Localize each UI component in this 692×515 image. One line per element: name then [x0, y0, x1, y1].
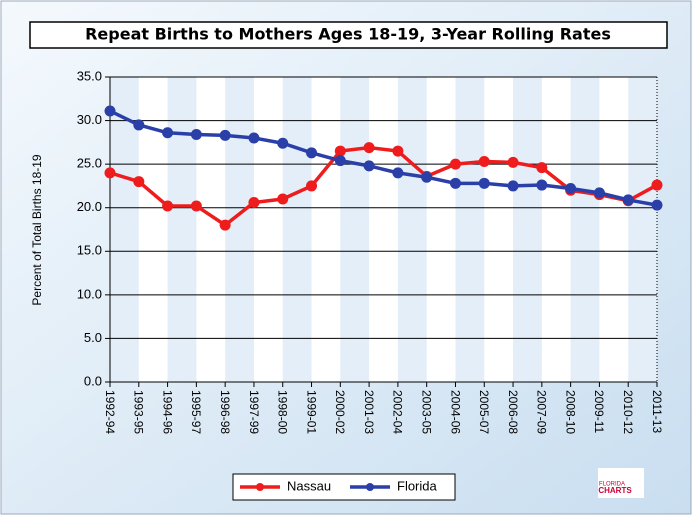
x-tick-label: 1998-00 — [276, 390, 290, 434]
point — [334, 155, 346, 167]
x-tick-label: 1996-98 — [218, 390, 232, 434]
point — [622, 194, 634, 206]
point — [421, 171, 433, 183]
stripe — [225, 77, 254, 382]
chart-title: Repeat Births to Mothers Ages 18-19, 3-Y… — [85, 25, 611, 44]
x-tick-label: 2003-05 — [420, 390, 434, 434]
y-tick-label: 5.0 — [84, 330, 102, 345]
point — [651, 199, 663, 211]
x-tick-label: 2002-04 — [391, 390, 405, 434]
stripe — [110, 77, 139, 382]
point — [104, 167, 116, 179]
x-tick-label: 2009-11 — [592, 390, 606, 433]
stripe — [167, 77, 197, 382]
point — [277, 193, 289, 205]
point — [306, 147, 318, 159]
x-tick-label: 1999-01 — [304, 390, 318, 434]
stripe — [340, 77, 370, 382]
point — [565, 183, 577, 195]
legend-marker — [366, 483, 374, 491]
point — [363, 160, 375, 172]
point — [104, 105, 116, 117]
logo-bg — [598, 468, 644, 498]
legend-marker — [256, 483, 264, 491]
y-tick-label: 10.0 — [77, 286, 102, 301]
stripe — [455, 77, 485, 382]
point — [248, 132, 260, 144]
x-tick-label: 2008-10 — [563, 390, 577, 434]
y-tick-label: 0.0 — [84, 373, 102, 388]
point — [449, 177, 461, 189]
y-tick-label: 30.0 — [77, 112, 102, 127]
y-tick-label: 25.0 — [77, 156, 102, 171]
point — [651, 179, 663, 191]
point — [507, 156, 519, 168]
x-tick-label: 2000-02 — [333, 390, 347, 434]
y-axis-label: Percent of Total Births 18-19 — [30, 154, 44, 306]
x-tick-label: 1997-99 — [247, 390, 261, 434]
point — [133, 176, 145, 188]
x-tick-label: 1994-96 — [160, 390, 174, 434]
point — [478, 156, 490, 168]
legend-label: Florida — [397, 478, 438, 493]
point — [162, 127, 174, 139]
stripe — [513, 77, 542, 382]
point — [593, 187, 605, 199]
y-tick-label: 20.0 — [77, 199, 102, 214]
x-tick-label: 1993-95 — [132, 390, 146, 434]
point — [536, 179, 548, 191]
point — [392, 167, 404, 179]
logo-text: FLORIDA — [599, 482, 625, 488]
point — [190, 200, 202, 212]
y-tick-label: 35.0 — [77, 68, 102, 83]
point — [219, 129, 231, 141]
point — [392, 145, 404, 157]
point — [219, 219, 231, 231]
point — [133, 119, 145, 131]
x-tick-label: 1995-97 — [189, 390, 203, 434]
x-tick-label: 1992-94 — [103, 390, 117, 434]
point — [363, 142, 375, 154]
stripe — [397, 77, 427, 382]
x-tick-label: 2011-13 — [650, 390, 664, 433]
logo-text: CHARTS — [598, 486, 632, 495]
point — [478, 177, 490, 189]
stripe — [628, 77, 657, 382]
point — [334, 145, 346, 157]
logo: FLORIDA CHARTS — [598, 468, 644, 498]
title-box — [29, 21, 668, 49]
x-tick-label: 2007-09 — [535, 390, 549, 434]
x-tick-label: 2006-08 — [506, 390, 520, 434]
x-tick-label: 2005-07 — [477, 390, 491, 434]
plot-area — [110, 77, 657, 382]
point — [536, 162, 548, 174]
point — [162, 200, 174, 212]
stripe — [570, 77, 600, 382]
stripe — [282, 77, 312, 382]
x-tick-label: 2010-12 — [621, 390, 635, 434]
point — [507, 180, 519, 192]
x-tick-label: 2001-03 — [362, 390, 376, 434]
point — [277, 137, 289, 149]
point — [306, 180, 318, 192]
legend-label: Nassau — [287, 478, 331, 493]
x-tick-label: 2004-06 — [448, 390, 462, 434]
y-tick-label: 15.0 — [77, 243, 102, 258]
point — [248, 196, 260, 208]
point — [190, 129, 202, 141]
point — [449, 158, 461, 170]
